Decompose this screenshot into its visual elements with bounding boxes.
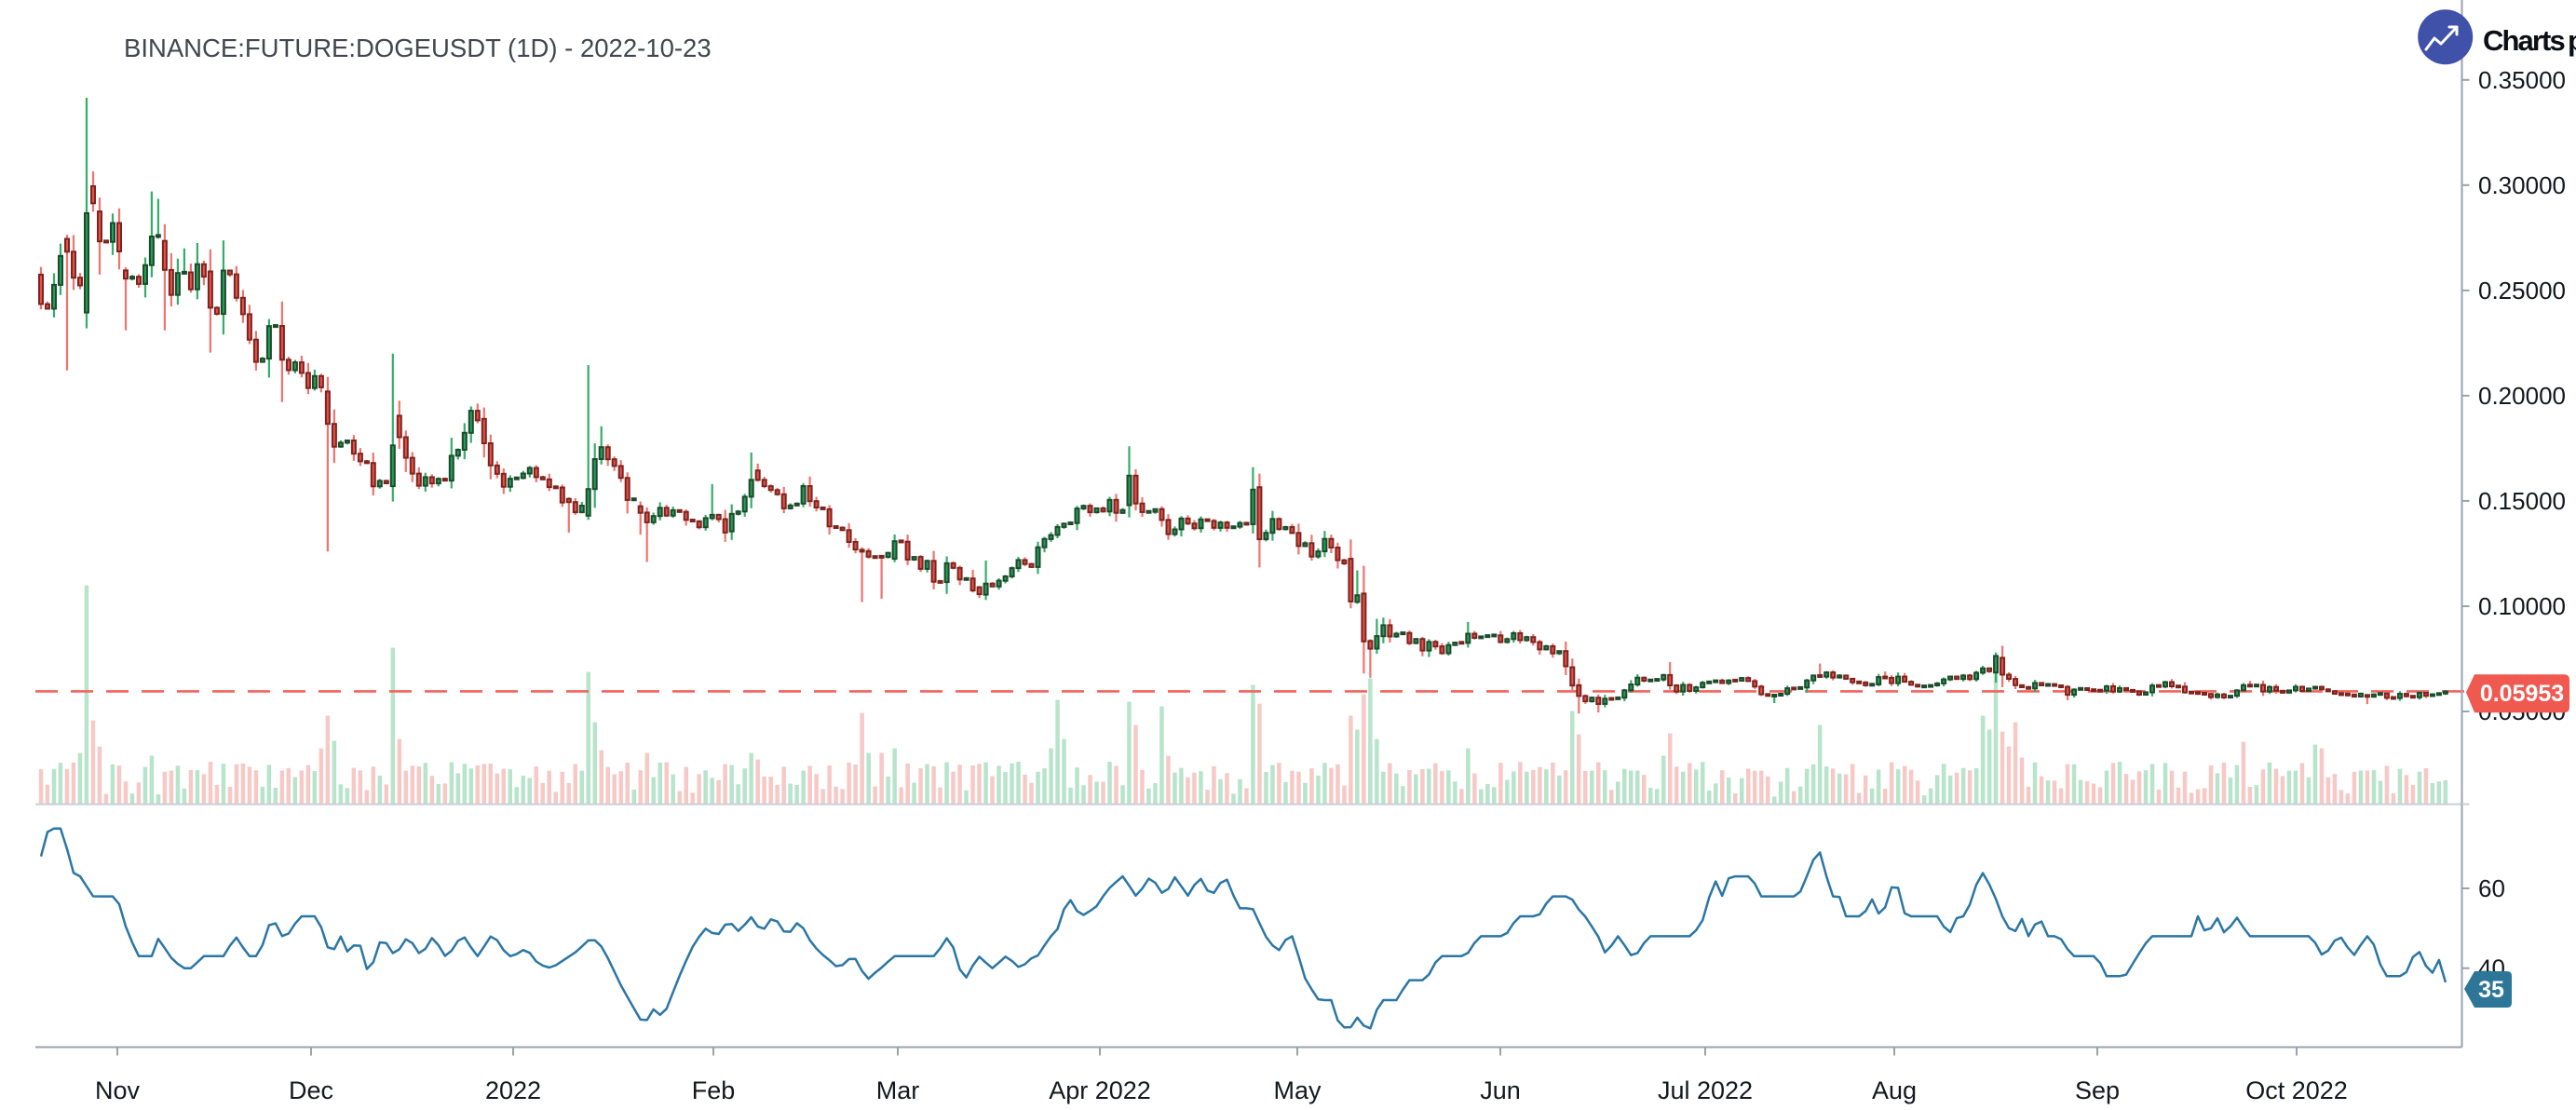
svg-text:May: May	[1273, 1076, 1322, 1104]
svg-text:Oct 2022: Oct 2022	[2245, 1076, 2348, 1104]
svg-text:Jul 2022: Jul 2022	[1658, 1076, 1753, 1104]
svg-text:0.20000: 0.20000	[2478, 382, 2566, 410]
svg-text:Aug: Aug	[1872, 1076, 1917, 1104]
svg-text:0.35000: 0.35000	[2478, 66, 2566, 94]
svg-text:0.25000: 0.25000	[2478, 277, 2566, 305]
svg-text:0.10000: 0.10000	[2478, 592, 2566, 620]
svg-text:po: po	[2568, 24, 2576, 57]
svg-text:Feb: Feb	[692, 1076, 736, 1104]
svg-text:Charts: Charts	[2483, 24, 2564, 57]
svg-text:0.15000: 0.15000	[2478, 487, 2566, 515]
svg-text:0.30000: 0.30000	[2478, 171, 2566, 199]
svg-text:Apr 2022: Apr 2022	[1049, 1076, 1151, 1104]
svg-text:35: 35	[2478, 977, 2504, 1003]
svg-text:Sep: Sep	[2075, 1076, 2120, 1104]
svg-text:Mar: Mar	[876, 1076, 920, 1104]
svg-text:Dec: Dec	[289, 1076, 333, 1104]
svg-text:Nov: Nov	[95, 1076, 141, 1104]
svg-text:Jun: Jun	[1480, 1076, 1521, 1104]
svg-text:2022: 2022	[485, 1076, 541, 1104]
svg-text:60: 60	[2478, 874, 2505, 902]
svg-text:BINANCE:FUTURE:DOGEUSDT (1D) -: BINANCE:FUTURE:DOGEUSDT (1D) - 2022-10-2…	[124, 34, 712, 62]
svg-text:0.05953: 0.05953	[2480, 681, 2564, 707]
